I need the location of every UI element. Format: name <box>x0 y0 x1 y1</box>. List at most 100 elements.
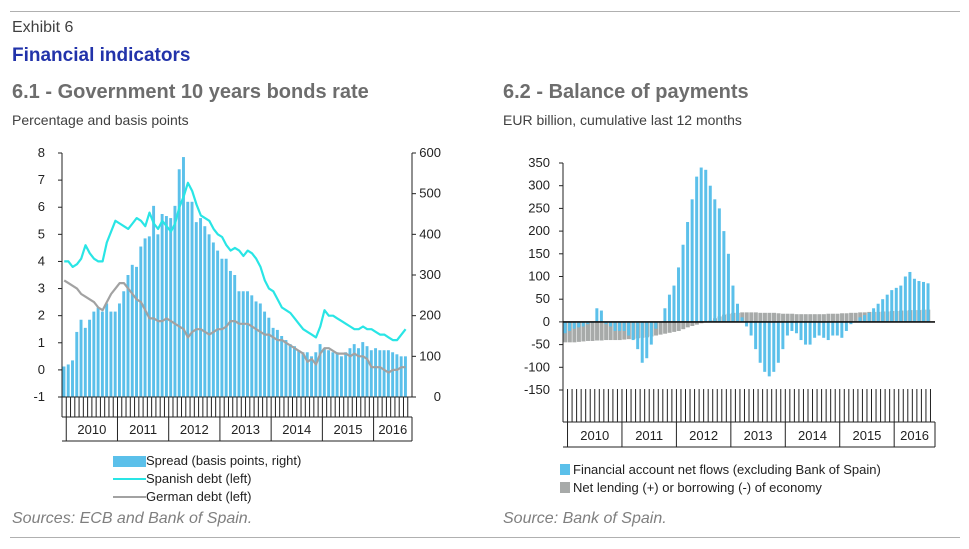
net-lending-bar <box>758 312 763 322</box>
spread-bar <box>75 331 79 397</box>
y-tick-label: 350 <box>528 155 550 170</box>
net-lending-bar <box>812 314 817 322</box>
spread-bar <box>71 360 74 397</box>
x-year-label: 2015 <box>852 428 881 443</box>
spread-bar <box>135 266 138 397</box>
left-y-tick-label: 2 <box>38 308 45 323</box>
spread-bar <box>241 291 245 397</box>
spread-bar <box>284 340 288 397</box>
net-lending-bar <box>663 321 668 334</box>
financial-account-bar <box>817 321 821 336</box>
legend-label-financial-account: Financial account net flows (excluding B… <box>573 462 881 477</box>
x-year-label: 2014 <box>282 422 311 437</box>
financial-account-bar <box>772 321 776 372</box>
financial-account-bar <box>794 321 798 334</box>
spread-bar <box>122 291 126 397</box>
net-lending-bar <box>817 314 822 322</box>
left-chart-subtitle: 6.1 - Government 10 years bonds rate <box>12 81 369 103</box>
financial-account-bar <box>903 276 907 322</box>
x-year-label: 2011 <box>635 428 663 443</box>
right-chart-unit: EUR billion, cumulative last 12 months <box>503 112 742 128</box>
financial-account-bar <box>790 321 794 331</box>
net-lending-bar <box>658 321 663 335</box>
financial-account-bar <box>695 176 699 322</box>
financial-account-bar <box>649 321 653 345</box>
financial-account-bar <box>604 321 608 325</box>
spread-bar <box>318 344 322 397</box>
left-y-tick-label: 3 <box>38 281 45 296</box>
net-lending-bar <box>576 321 581 342</box>
spread-bar <box>292 346 296 397</box>
financial-account-bar <box>849 321 853 325</box>
left-y-tick-label: 4 <box>38 253 45 268</box>
spread-bar <box>374 348 378 397</box>
net-lending-bar <box>762 312 767 322</box>
financial-account-bar <box>863 315 867 322</box>
financial-account-bar <box>586 321 590 325</box>
spread-bar <box>88 319 92 397</box>
net-lending-bar <box>685 321 690 328</box>
spanish-debt-line <box>64 181 407 342</box>
x-year-label: 2011 <box>129 422 157 437</box>
spread-bar <box>258 303 262 397</box>
financial-account-bar <box>899 285 903 322</box>
spread-bar <box>66 364 70 397</box>
legend-label-spanish-debt: Spanish debt (left) <box>146 471 252 486</box>
spread-bar <box>391 352 395 397</box>
left-legend: Spread (basis points, right) Spanish deb… <box>113 452 301 506</box>
legend-item-net-lending: Net lending (+) or borrowing (-) of econ… <box>560 479 881 497</box>
spread-bar <box>130 264 134 397</box>
spread-bar <box>233 275 237 397</box>
financial-account-bar <box>686 222 690 322</box>
spread-bar <box>194 222 198 397</box>
financial-account-bar <box>758 321 762 363</box>
financial-account-bar <box>622 321 626 331</box>
spread-bar <box>79 319 83 397</box>
net-lending-bar <box>744 312 749 322</box>
spread-bar <box>280 336 284 397</box>
spread-bar <box>288 344 292 397</box>
net-lending-bar <box>826 313 831 322</box>
spread-bar <box>361 342 365 397</box>
financial-account-bar <box>713 199 717 322</box>
financial-account-bar <box>831 321 835 336</box>
page-title: Financial indicators <box>12 45 191 66</box>
financial-account-bar <box>572 321 576 329</box>
net-lending-bar <box>767 312 772 322</box>
net-lending-bar <box>835 313 840 322</box>
spread-bar <box>365 346 369 397</box>
financial-account-bar <box>840 321 844 338</box>
x-year-label: 2015 <box>334 422 363 437</box>
spread-bar <box>190 201 194 397</box>
net-lending-bar <box>676 321 681 331</box>
financial-account-bar <box>677 267 681 322</box>
y-tick-label: -50 <box>531 337 550 352</box>
financial-account-bar <box>717 208 721 322</box>
spread-bar <box>246 291 249 397</box>
spread-bar <box>169 218 173 397</box>
financial-account-bar <box>636 321 640 350</box>
financial-account-bar <box>835 321 839 336</box>
financial-account-bar <box>735 303 739 322</box>
financial-account-bar <box>890 290 894 322</box>
german-debt-line <box>63 279 406 374</box>
spread-bar <box>403 356 407 397</box>
financial-account-bar <box>581 321 585 327</box>
financial-account-bar <box>740 317 744 322</box>
x-year-label: 2010 <box>77 422 106 437</box>
net-lending-bar <box>749 312 754 322</box>
financial-account-bar <box>681 244 685 322</box>
financial-account-bar <box>627 321 631 336</box>
net-lending-bar <box>781 313 786 322</box>
net-lending-bar <box>667 321 672 333</box>
financial-account-bar <box>722 231 726 322</box>
spread-bar <box>126 275 130 397</box>
spread-bar <box>271 327 275 397</box>
y-tick-label: -100 <box>524 359 550 374</box>
left-y-tick-label: 1 <box>38 335 45 350</box>
financial-account-bar <box>894 287 898 322</box>
net-lending-bar <box>853 312 858 322</box>
exhibit-label: Exhibit 6 <box>12 19 74 36</box>
financial-account-bar <box>872 308 876 322</box>
